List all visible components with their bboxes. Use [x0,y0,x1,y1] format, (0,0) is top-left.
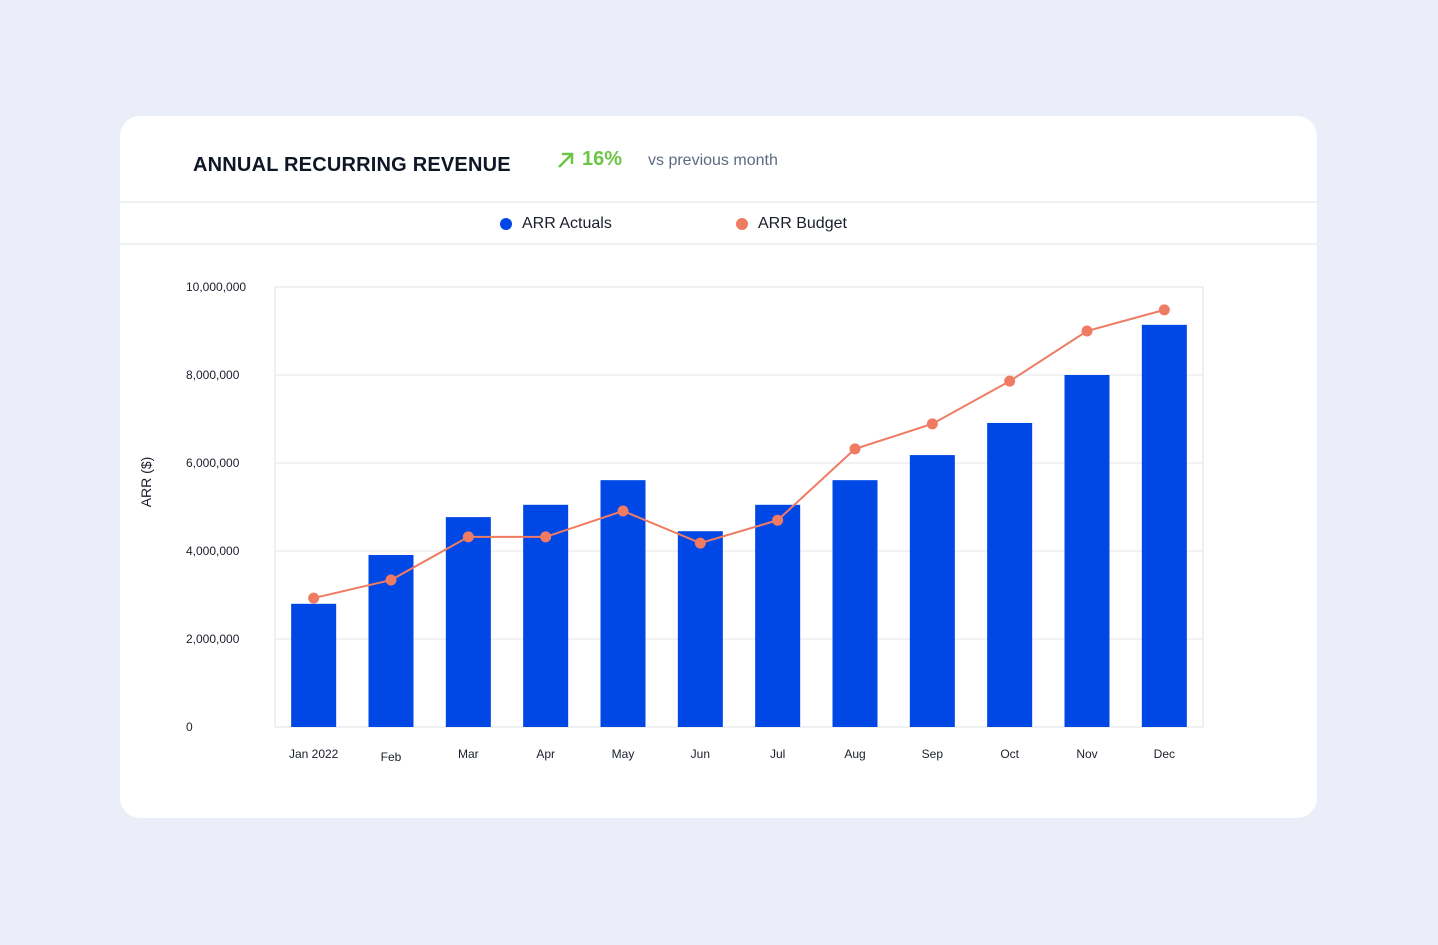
change-indicator: 16% [556,148,622,171]
legend-item-budget[interactable]: ARR Budget [736,215,847,233]
y-axis-label: ARR ($) [138,457,154,508]
bar-actuals [677,531,723,727]
y-tick-label: 4,000,000 [186,544,240,558]
y-tick-label: 6,000,000 [186,456,240,470]
bar-actuals [987,422,1033,727]
y-tick-label: 2,000,000 [186,632,240,646]
x-tick-label: Dec [1154,747,1175,761]
x-tick-label: Nov [1076,747,1097,761]
bar-actuals [755,504,801,727]
point-budget [1004,375,1016,387]
chart-title: ANNUAL RECURRING REVENUE [193,154,511,176]
point-budget [926,418,938,430]
legend-item-actuals[interactable]: ARR Actuals [500,215,612,233]
comparison-label: vs previous month [648,152,778,169]
point-budget [694,537,706,549]
bar-actuals [291,603,337,727]
point-budget [540,531,552,543]
legend-label: ARR Actuals [522,215,612,232]
plot-border [274,286,1204,728]
y-tick-label: 10,000,000 [186,280,246,294]
x-tick-label: May [612,747,635,761]
point-budget [385,574,397,586]
bar-actuals [1141,324,1187,727]
point-budget [1158,304,1170,316]
line-budget [313,308,1165,600]
bar-actuals [909,455,955,727]
x-tick-label: Apr [536,747,555,761]
point-budget [308,592,320,604]
legend-label: ARR Budget [758,215,847,232]
point-budget [772,514,784,526]
bar-actuals [445,517,491,727]
x-tick-label: Mar [458,747,479,761]
y-tick-label: 0 [186,720,193,734]
x-tick-label: Feb [381,750,402,764]
x-tick-label: Jan 2022 [289,747,339,761]
arrow-up-right-icon [558,152,574,168]
divider [120,201,1317,203]
change-value: 16% [582,148,623,170]
x-tick-label: Jun [691,747,710,761]
bar-actuals [1064,375,1110,727]
point-budget [849,443,861,455]
bar-actuals [600,480,646,727]
legend-marker [736,218,748,230]
point-budget [462,531,474,543]
x-tick-label: Jul [770,747,785,761]
point-budget [617,505,629,517]
x-tick-label: Sep [922,747,944,761]
divider [120,243,1317,245]
x-tick-label: Oct [1000,747,1019,761]
legend-marker [500,218,512,230]
bar-actuals [832,480,878,727]
x-tick-label: Aug [844,747,865,761]
y-tick-label: 8,000,000 [186,368,240,382]
point-budget [1081,325,1093,337]
